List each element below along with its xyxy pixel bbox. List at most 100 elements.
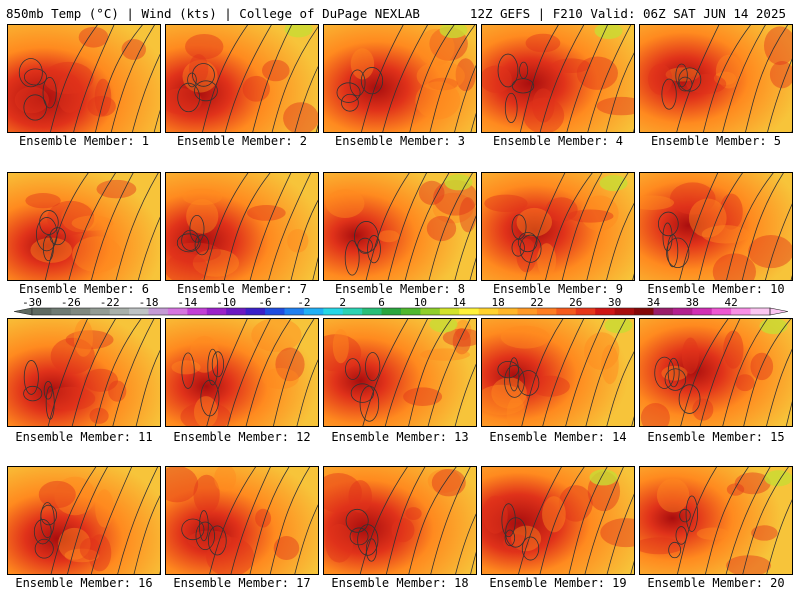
height-contour xyxy=(606,202,634,280)
temperature-field xyxy=(482,467,634,574)
height-contour xyxy=(112,319,155,426)
temperature-shading xyxy=(166,25,318,132)
warm-anomaly xyxy=(537,243,557,278)
colorbar-tick-label: 34 xyxy=(647,298,661,309)
colorbar-tick-label: 26 xyxy=(569,298,582,309)
ensemble-member-map xyxy=(639,24,793,133)
height-contour xyxy=(565,319,606,426)
terrain-contour xyxy=(40,504,57,526)
colorbar-swatch xyxy=(478,308,499,315)
warm-anomaly xyxy=(431,468,466,497)
warm-anomaly xyxy=(735,374,755,392)
terrain-contour xyxy=(207,348,219,386)
warm-anomaly xyxy=(54,476,96,516)
ensemble-member-label: Ensemble Member: 13 xyxy=(331,430,469,444)
terrain-contour xyxy=(345,358,361,380)
height-contour xyxy=(766,348,792,426)
ensemble-member-map xyxy=(323,318,477,427)
terrain-contour xyxy=(521,536,540,561)
warm-anomaly xyxy=(38,480,76,509)
colorbar-swatch xyxy=(731,308,752,315)
cool-patch xyxy=(439,25,468,39)
height-contour xyxy=(312,256,318,280)
height-contour xyxy=(50,467,97,574)
warm-anomaly xyxy=(726,555,772,574)
warm-anomaly xyxy=(324,472,362,513)
height-contour xyxy=(385,467,426,574)
colorbar-swatch xyxy=(70,308,91,315)
warm-anomaly xyxy=(96,179,137,199)
ensemble-member-label: Ensemble Member: 1 xyxy=(18,134,150,148)
terrain-contour xyxy=(675,526,687,545)
terrain-contour xyxy=(350,383,375,403)
temperature-field xyxy=(166,319,318,426)
height-contour xyxy=(387,173,427,280)
height-contour xyxy=(470,112,476,132)
terrain-contour xyxy=(199,510,209,542)
height-contour xyxy=(91,173,134,280)
warm-anomaly xyxy=(530,375,570,397)
height-contour xyxy=(630,560,634,574)
height-contour xyxy=(542,319,585,426)
temperature-shading xyxy=(324,467,476,574)
terrain-contour xyxy=(33,519,52,545)
height-contour xyxy=(705,467,749,574)
warm-anomaly xyxy=(87,534,112,572)
warm-anomaly xyxy=(455,58,476,92)
height-contour xyxy=(454,363,476,426)
warm-anomaly xyxy=(484,194,528,213)
height-contour xyxy=(427,319,471,426)
height-contour xyxy=(428,173,474,280)
colorbar-swatch xyxy=(303,308,324,315)
ensemble-member-label: Ensemble Member: 8 xyxy=(334,282,466,296)
temperature-shading xyxy=(640,467,792,574)
temperature-shading xyxy=(166,319,318,426)
height-contour xyxy=(249,173,292,280)
temperature-colorbar: -30 -26 -22 -18 -14 -10 -6 -2 2 6 10 14 18 22 26 30 34 38… xyxy=(14,298,788,316)
temperature-field xyxy=(640,319,792,426)
terrain-contour xyxy=(189,215,205,243)
warm-anomaly xyxy=(516,207,553,237)
terrain-contour xyxy=(519,234,542,263)
terrain-contour xyxy=(187,72,197,88)
terrain-contour xyxy=(344,240,360,276)
height-contour xyxy=(606,493,634,574)
height-contour xyxy=(209,467,257,574)
temperature-shading xyxy=(640,25,792,132)
warm-anomaly xyxy=(726,483,745,496)
ensemble-member-label: Ensemble Member: 12 xyxy=(173,430,311,444)
height-contour xyxy=(587,25,632,132)
warm-anomaly xyxy=(648,63,673,95)
height-contour xyxy=(765,203,792,280)
warm-anomaly xyxy=(600,518,634,548)
warm-anomaly xyxy=(669,182,716,215)
colorbar-swatch xyxy=(109,308,130,315)
height-contour xyxy=(518,467,562,574)
terrain-contour xyxy=(666,237,690,269)
warm-anomaly xyxy=(121,38,146,60)
height-contour xyxy=(568,467,608,574)
warm-anomaly xyxy=(640,537,684,555)
height-contour xyxy=(792,467,793,575)
ensemble-member-label: Ensemble Member: 14 xyxy=(489,430,627,444)
terrain-contour xyxy=(23,385,43,402)
warm-anomaly xyxy=(427,468,462,493)
colorbar-tick-label: 30 xyxy=(608,298,621,309)
height-contour xyxy=(359,467,408,574)
warm-anomaly xyxy=(482,495,508,534)
warm-anomaly xyxy=(255,508,272,528)
warm-anomaly xyxy=(206,536,255,574)
ensemble-member-map xyxy=(323,172,477,281)
height-contour xyxy=(206,319,248,426)
terrain-contour xyxy=(654,356,675,389)
colorbar-tick-label: -26 xyxy=(61,298,81,309)
terrain-contour xyxy=(365,352,381,382)
warm-anomaly xyxy=(681,337,699,374)
colorbar-swatch xyxy=(51,308,72,315)
height-contour xyxy=(294,504,318,574)
cool-patch xyxy=(594,25,623,39)
height-contour xyxy=(67,467,108,574)
height-contour xyxy=(110,25,155,132)
ensemble-member-label: Ensemble Member: 5 xyxy=(650,134,782,148)
colorbar-swatch xyxy=(284,308,305,315)
